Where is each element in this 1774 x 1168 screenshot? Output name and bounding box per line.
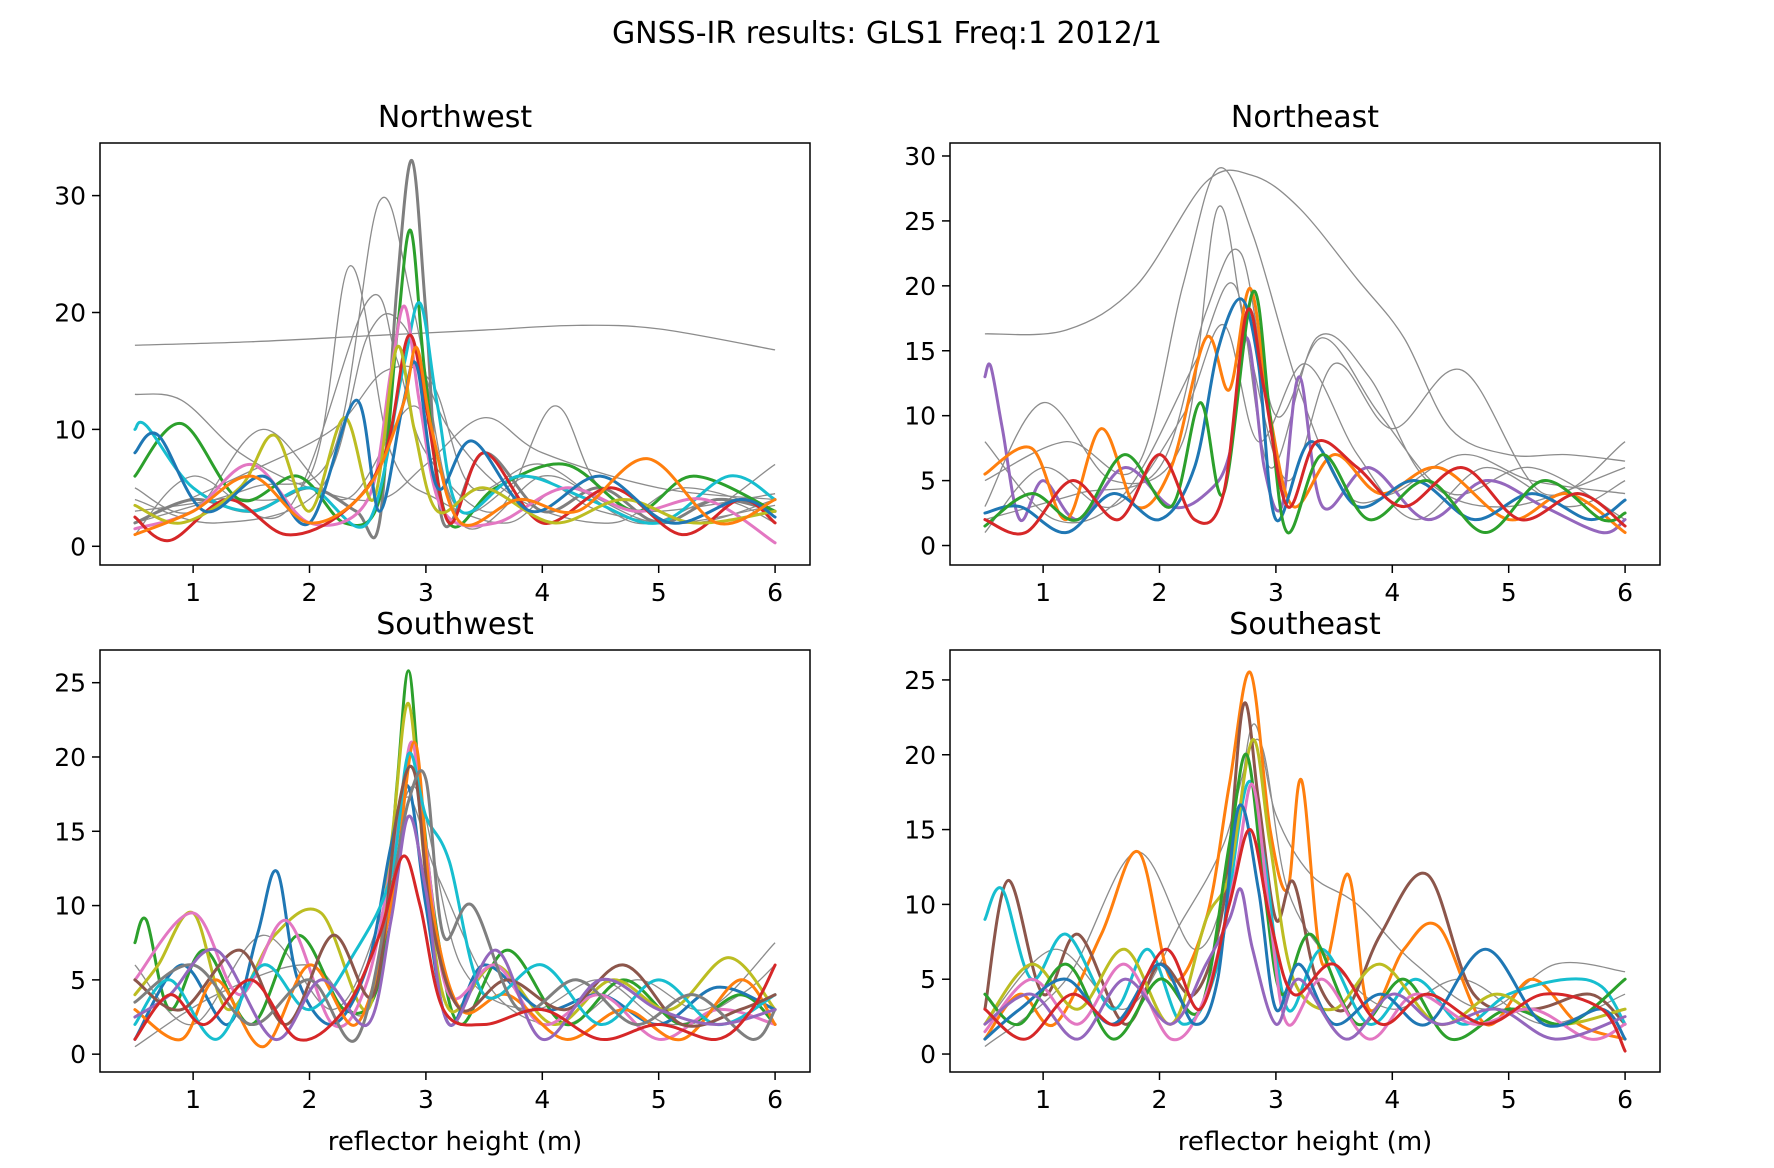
- series-line: [983, 887, 1627, 1041]
- series-line: [983, 828, 1627, 1053]
- series-line: [983, 803, 1627, 1041]
- x-tick-label: 4: [1384, 1085, 1400, 1114]
- axes-frame: [949, 649, 1661, 1073]
- figure-title: GNSS-IR results: GLS1 Freq:1 2012/1: [611, 16, 1163, 51]
- background-series-line: [134, 324, 776, 351]
- series-line: [133, 769, 777, 1043]
- series-line: [983, 297, 1627, 535]
- axes-frame: [99, 142, 811, 566]
- x-tick-label: 1: [185, 578, 201, 607]
- background-series-line: [134, 365, 776, 525]
- x-tick-label: 2: [302, 578, 318, 607]
- y-tick-label: 5: [920, 965, 936, 994]
- y-tick-label: 10: [904, 402, 936, 431]
- y-tick-label: 5: [920, 467, 936, 496]
- series-line: [133, 669, 777, 1026]
- x-tick-label: 5: [1501, 578, 1517, 607]
- y-tick-label: 25: [904, 207, 936, 236]
- subplot-title: Northwest: [378, 100, 533, 135]
- x-tick-label: 2: [1152, 578, 1168, 607]
- subplot-title: Southwest: [376, 607, 534, 642]
- background-series-line: [134, 265, 776, 524]
- axes-frame: [949, 142, 1661, 566]
- x-tick-label: 3: [418, 1085, 434, 1114]
- x-tick-label: 4: [1384, 578, 1400, 607]
- x-tick-label: 5: [651, 578, 667, 607]
- y-tick-label: 15: [904, 337, 936, 366]
- x-tick-label: 3: [418, 578, 434, 607]
- series-line: [983, 286, 1627, 535]
- subplot-title: Southeast: [1229, 607, 1381, 642]
- y-tick-label: 10: [54, 892, 86, 921]
- series-group: [133, 669, 777, 1049]
- x-tick-label: 2: [302, 1085, 318, 1114]
- series-group: [983, 670, 1627, 1053]
- x-tick-label: 1: [1035, 1085, 1051, 1114]
- x-tick-label: 1: [185, 1085, 201, 1114]
- background-series-line: [984, 167, 1626, 504]
- subplot-title: Northeast: [1231, 100, 1379, 135]
- y-tick-label: 10: [54, 415, 86, 444]
- series-line: [133, 740, 777, 1041]
- x-tick-label: 4: [534, 578, 550, 607]
- subplot-northwest: Northwest 1 2 3 4 5 6 0 10 20 30: [54, 100, 811, 607]
- background-series-line: [984, 324, 1626, 533]
- series-line: [133, 304, 777, 545]
- background-series-line: [134, 393, 776, 502]
- y-tick-label: 5: [70, 966, 86, 995]
- x-tick-label: 6: [1617, 578, 1633, 607]
- y-tick-label: 0: [920, 532, 936, 561]
- x-tick-label: 2: [1152, 1085, 1168, 1114]
- x-tick-label: 1: [1035, 578, 1051, 607]
- series-line: [983, 289, 1627, 535]
- axes-frame: [99, 649, 811, 1073]
- y-tick-label: 30: [54, 182, 86, 211]
- x-tick-label: 5: [1501, 1085, 1517, 1114]
- x-tick-label: 6: [767, 1085, 783, 1114]
- y-tick-label: 20: [54, 743, 86, 772]
- y-tick-label: 15: [904, 816, 936, 845]
- y-tick-label: 10: [904, 890, 936, 919]
- series-line: [133, 301, 777, 529]
- series-line: [133, 701, 777, 1026]
- x-axis-label: reflector height (m): [1178, 1127, 1433, 1157]
- x-axis-label: reflector height (m): [328, 1127, 583, 1157]
- y-tick-label: 25: [904, 666, 936, 695]
- series-line: [983, 307, 1627, 536]
- x-tick-label: 6: [1617, 1085, 1633, 1114]
- y-tick-label: 20: [54, 299, 86, 328]
- x-tick-label: 6: [767, 578, 783, 607]
- x-tick-label: 3: [1268, 1085, 1284, 1114]
- x-tick-label: 4: [534, 1085, 550, 1114]
- series-group: [133, 159, 777, 545]
- series-line: [133, 751, 777, 1041]
- background-series-line: [984, 248, 1626, 521]
- x-tick-label: 5: [651, 1085, 667, 1114]
- y-tick-label: 20: [904, 272, 936, 301]
- series-line: [133, 814, 777, 1041]
- series-line: [983, 701, 1627, 1026]
- series-group: [983, 167, 1627, 536]
- series-line: [133, 228, 777, 529]
- y-tick-label: 0: [70, 532, 86, 561]
- y-tick-label: 15: [54, 817, 86, 846]
- y-tick-label: 0: [70, 1040, 86, 1069]
- series-line: [983, 782, 1627, 1042]
- y-tick-label: 25: [54, 669, 86, 698]
- series-line: [133, 346, 777, 537]
- background-series-line: [984, 169, 1626, 462]
- y-tick-label: 20: [904, 741, 936, 770]
- x-tick-label: 3: [1268, 578, 1284, 607]
- subplot-northeast: Northeast 1 2 3 4 5 6 0 5 10 15 20 25 30: [904, 100, 1661, 607]
- y-tick-label: 30: [904, 142, 936, 171]
- series-line: [133, 854, 777, 1042]
- y-tick-label: 0: [920, 1040, 936, 1069]
- subplot-southwest: Southwest 1 2 3 4 5 6 0 5 10 15 20 25 reflector heigh…: [54, 607, 811, 1157]
- subplot-southeast: Southeast 1 2 3 4 5 6 0 5 10 15 20 25 reflector heigh…: [904, 607, 1661, 1157]
- series-line: [133, 740, 777, 1049]
- series-line: [133, 344, 777, 525]
